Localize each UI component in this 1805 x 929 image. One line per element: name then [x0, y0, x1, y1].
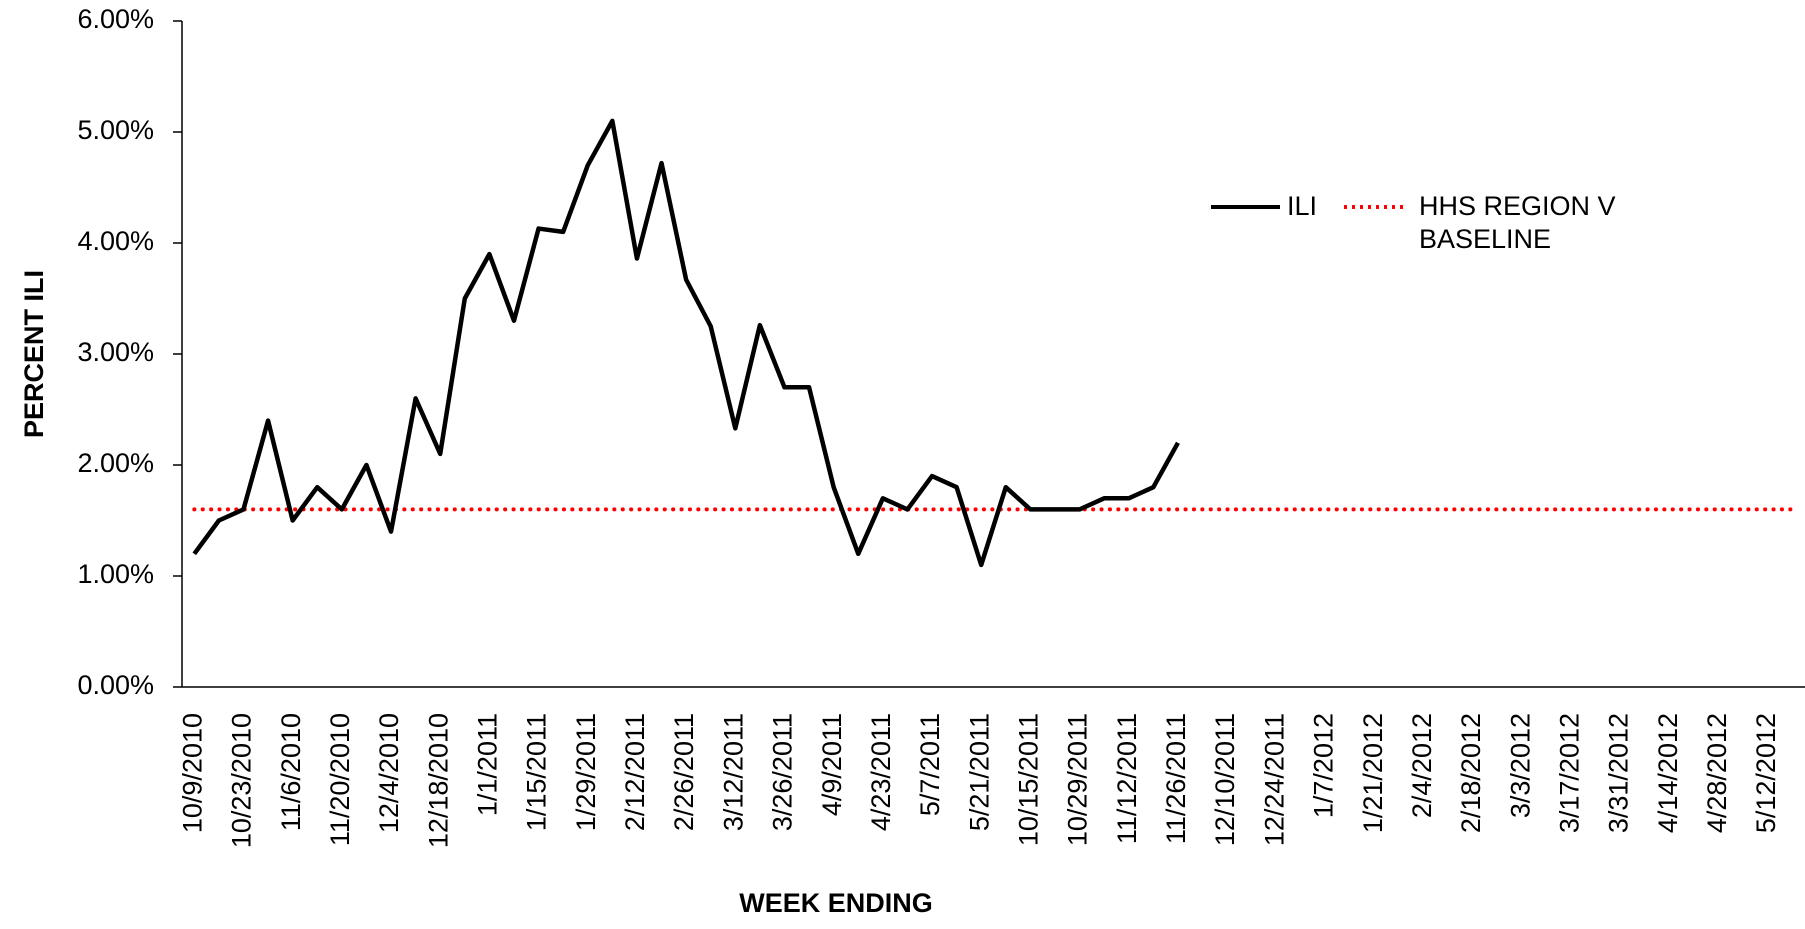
- x-tick-label: 2/26/2011: [669, 713, 699, 831]
- x-tick-label: 3/31/2012: [1604, 713, 1634, 833]
- x-tick-label: 3/26/2011: [768, 713, 798, 831]
- x-tick-label: 1/21/2012: [1358, 713, 1388, 833]
- x-tick-label: 5/21/2011: [964, 713, 994, 831]
- x-tick-label: 2/4/2012: [1407, 713, 1437, 818]
- x-tick-label: 10/15/2011: [1014, 713, 1044, 846]
- x-tick-label: 2/18/2012: [1456, 713, 1486, 833]
- x-axis-title: WEEK ENDING: [739, 888, 933, 918]
- x-tick-label: 3/3/2012: [1505, 713, 1535, 818]
- legend-label: HHS REGION V BASELINE: [1419, 191, 1616, 254]
- y-tick-label: 3.00%: [77, 337, 154, 367]
- x-tick-label: 5/12/2012: [1751, 713, 1781, 833]
- y-tick-label: 4.00%: [77, 226, 154, 256]
- x-tick-label: 11/12/2011: [1112, 713, 1142, 844]
- y-tick-label: 6.00%: [77, 4, 154, 34]
- x-tick-label: 11/26/2011: [1161, 713, 1191, 844]
- y-tick-label: 1.00%: [77, 559, 154, 589]
- x-tick-label: 5/7/2011: [915, 713, 945, 816]
- series-line: [192, 118, 1180, 568]
- x-tick-label: 1/29/2011: [571, 713, 601, 831]
- y-tick-label: 0.00%: [77, 670, 154, 700]
- x-tick-label: 10/23/2010: [227, 713, 257, 848]
- x-tick-label: 1/15/2011: [522, 713, 552, 831]
- x-tick-label: 11/20/2010: [325, 713, 355, 846]
- y-tick-label: 5.00%: [77, 115, 154, 145]
- x-tick-label: 2/12/2011: [620, 713, 650, 831]
- x-tick-label: 12/24/2011: [1259, 713, 1289, 846]
- x-tick-label: 1/7/2012: [1309, 713, 1339, 818]
- y-tick-label: 2.00%: [77, 448, 154, 478]
- x-tick-label: 4/14/2012: [1653, 713, 1683, 833]
- x-tick-label: 4/9/2011: [817, 713, 847, 816]
- x-tick-label: 12/18/2010: [423, 713, 453, 848]
- x-tick-label: 3/12/2011: [718, 713, 748, 831]
- x-tick-label: 10/29/2011: [1063, 713, 1093, 846]
- x-tick-label: 1/1/2011: [473, 713, 503, 816]
- x-tick-label: 12/4/2010: [374, 713, 404, 833]
- y-axis-title: PERCENT ILI: [19, 270, 49, 438]
- x-tick-label: 3/17/2012: [1555, 713, 1585, 833]
- x-tick-label: 11/6/2010: [276, 713, 306, 831]
- x-tick-label: 10/9/2010: [177, 713, 207, 833]
- x-tick-label: 4/23/2011: [866, 713, 896, 831]
- x-tick-label: 12/10/2011: [1210, 713, 1240, 846]
- x-tick-label: 4/28/2012: [1702, 713, 1732, 833]
- legend-label: ILI: [1287, 191, 1318, 221]
